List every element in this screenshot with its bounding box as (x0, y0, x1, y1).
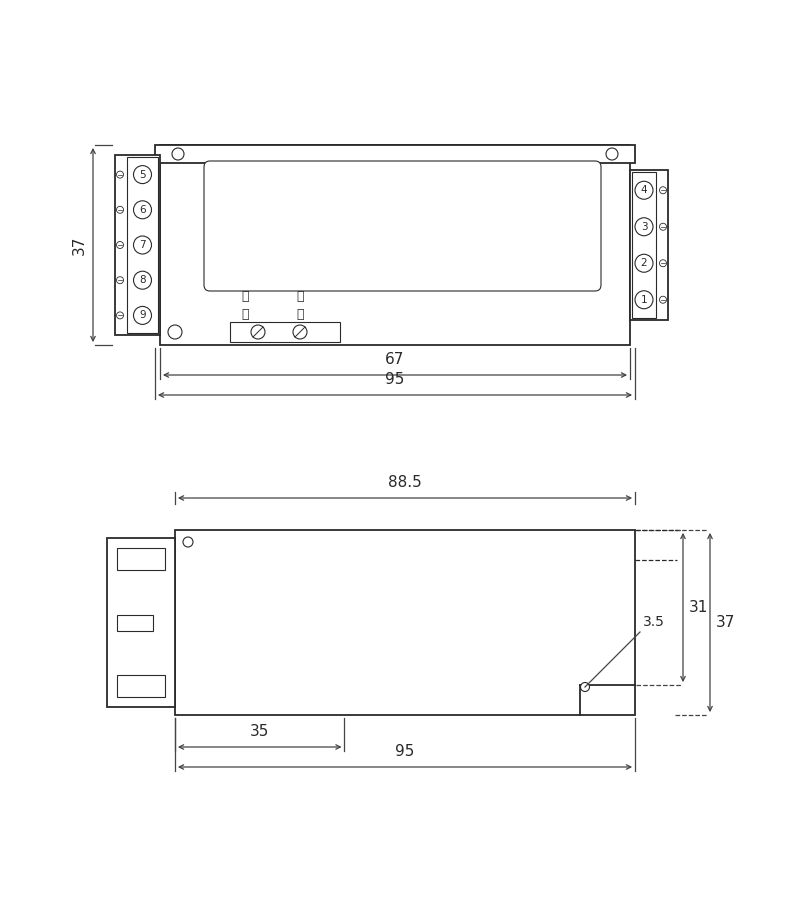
Circle shape (133, 271, 151, 289)
Bar (230, 322, 340, 342)
Text: 3.5: 3.5 (643, 615, 665, 629)
Text: 35: 35 (250, 724, 269, 739)
Bar (175, 530, 635, 715)
Circle shape (117, 171, 124, 178)
Circle shape (117, 312, 124, 319)
Text: 31: 31 (689, 600, 709, 615)
Bar (117, 675, 165, 697)
Bar (117, 548, 165, 570)
Circle shape (635, 254, 653, 273)
Circle shape (660, 260, 667, 267)
Circle shape (133, 307, 151, 325)
Text: 95: 95 (385, 372, 405, 387)
Bar (630, 170, 668, 320)
Bar (160, 145, 630, 345)
Circle shape (172, 148, 184, 160)
Text: 6: 6 (139, 205, 146, 215)
Text: 2: 2 (641, 258, 647, 268)
Circle shape (635, 218, 653, 236)
Circle shape (251, 325, 265, 339)
Text: 95: 95 (395, 744, 415, 759)
Text: 点: 点 (241, 308, 249, 321)
Text: 88.5: 88.5 (388, 475, 422, 490)
Bar (632, 172, 656, 318)
Text: 益: 益 (296, 308, 304, 321)
Text: 增: 增 (296, 290, 304, 304)
Text: 3: 3 (641, 221, 647, 231)
Circle shape (635, 181, 653, 199)
Circle shape (660, 187, 667, 194)
Text: 37: 37 (716, 615, 735, 630)
Circle shape (606, 148, 618, 160)
Text: 4: 4 (641, 185, 647, 195)
Text: 零: 零 (241, 290, 249, 304)
Circle shape (581, 683, 589, 692)
Bar (115, 155, 160, 335)
Circle shape (168, 325, 182, 339)
Text: 37: 37 (72, 235, 87, 254)
Bar (107, 538, 175, 707)
Bar (127, 157, 158, 333)
Text: 8: 8 (139, 275, 146, 285)
Circle shape (183, 537, 193, 547)
Text: 1: 1 (641, 295, 647, 305)
Circle shape (133, 236, 151, 254)
Text: 67: 67 (385, 352, 405, 367)
Circle shape (293, 325, 307, 339)
Bar (155, 145, 635, 163)
FancyBboxPatch shape (204, 161, 601, 291)
Circle shape (117, 206, 124, 213)
Circle shape (660, 223, 667, 231)
Circle shape (117, 276, 124, 284)
Circle shape (117, 242, 124, 249)
Bar (117, 615, 153, 630)
Circle shape (133, 200, 151, 219)
Text: 5: 5 (139, 169, 146, 179)
Text: 9: 9 (139, 310, 146, 320)
Circle shape (635, 291, 653, 308)
Circle shape (660, 296, 667, 303)
Text: 7: 7 (139, 240, 146, 250)
Circle shape (133, 166, 151, 184)
